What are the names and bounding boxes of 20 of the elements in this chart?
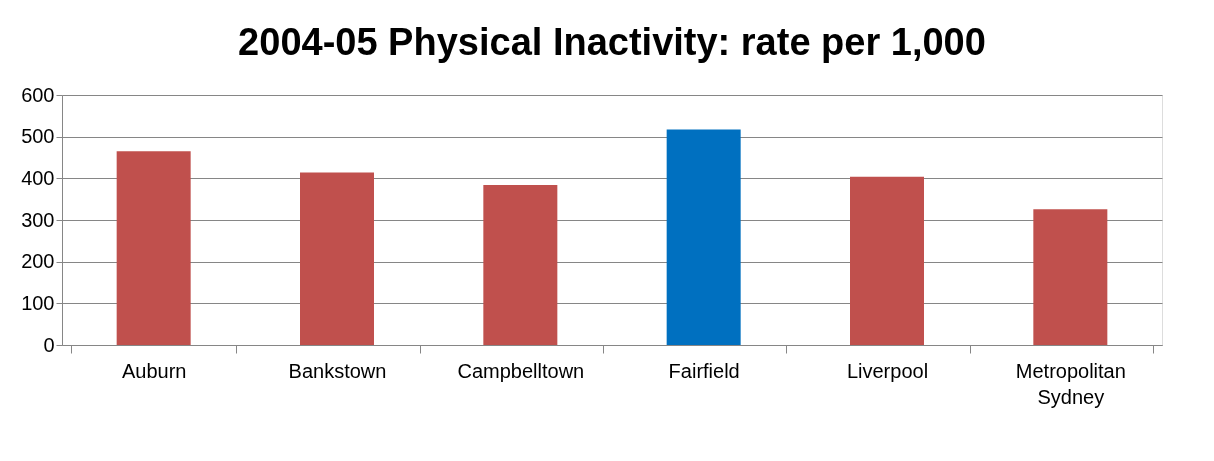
y-tick-label: 400	[21, 166, 55, 189]
y-tick-label: 100	[21, 291, 55, 314]
y-tick-label: 300	[21, 208, 55, 231]
bar	[300, 172, 374, 345]
bar	[1033, 209, 1108, 345]
x-tick-label: Campbelltown	[457, 359, 585, 382]
chart-title: 2004-05 Physical Inactivity: rate per 1,000	[238, 21, 986, 63]
bar	[116, 151, 191, 345]
x-tick-label: Metropolitan Sydney	[1015, 359, 1126, 408]
x-tick-label: Auburn	[121, 359, 187, 382]
y-tick-label: 0	[43, 333, 55, 356]
bar	[850, 176, 924, 345]
x-tick-label: Bankstown	[288, 359, 387, 382]
x-tick-label: Fairfield	[668, 359, 740, 382]
bar	[483, 185, 558, 345]
y-tick-label: 200	[21, 250, 55, 273]
bar	[666, 129, 741, 345]
y-tick-label: 600	[21, 83, 55, 106]
x-tick-label: Liverpool	[846, 359, 929, 382]
y-tick-label: 500	[21, 125, 55, 148]
